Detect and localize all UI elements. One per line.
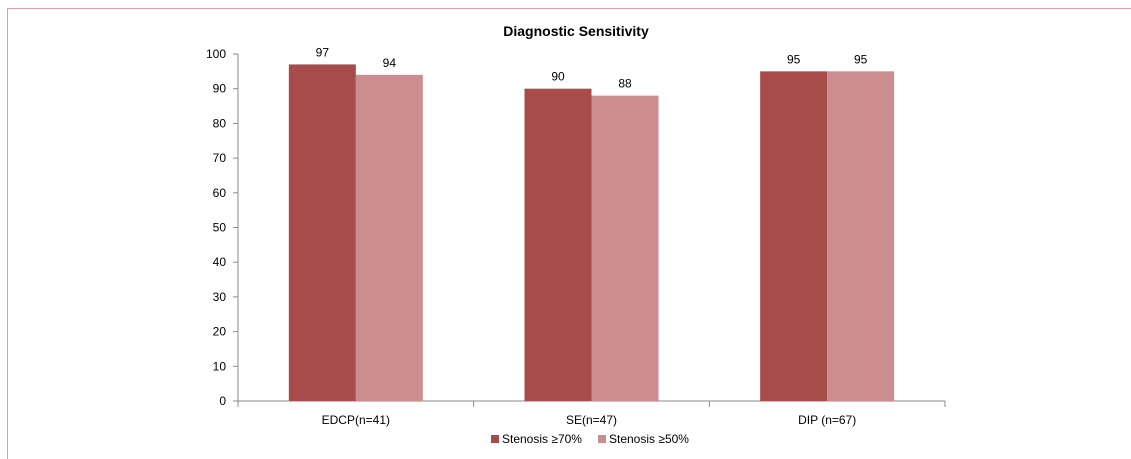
y-tick-label: 20 (213, 325, 227, 339)
bar (524, 88, 592, 401)
legend: Stenosis ≥70% Stenosis ≥50% (491, 432, 689, 446)
data-label: 95 (854, 52, 868, 66)
x-category-label: DIP (n=67) (798, 413, 856, 427)
legend-label: Stenosis ≥50% (609, 432, 689, 446)
y-tick-label: 80 (213, 116, 227, 130)
y-tick-label: 40 (213, 255, 227, 269)
legend-swatch (598, 435, 606, 443)
x-category-label: EDCP(n=41) (322, 413, 390, 427)
y-tick-label: 10 (213, 359, 227, 373)
y-tick-label: 90 (213, 82, 227, 96)
data-label: 95 (787, 52, 801, 66)
data-label: 90 (551, 70, 565, 84)
chart-title: Diagnostic Sensitivity (503, 23, 649, 39)
data-label: 88 (618, 77, 632, 91)
bar (355, 74, 423, 401)
legend-label: Stenosis ≥70% (502, 432, 582, 446)
y-tick-label: 70 (213, 151, 227, 165)
bar (288, 64, 356, 401)
bars: 97 94 90 88 95 95 (288, 45, 895, 401)
data-label: 94 (383, 56, 397, 70)
y-tick-label: 30 (213, 290, 227, 304)
bar (827, 71, 895, 401)
y-tick-label: 100 (206, 47, 226, 61)
y-tick-label: 60 (213, 186, 227, 200)
y-tick-label: 50 (213, 221, 227, 235)
y-tick-label: 0 (219, 394, 226, 408)
figure-frame (7, 8, 1131, 459)
x-category-label: SE(n=47) (566, 413, 617, 427)
bar (760, 71, 828, 401)
legend-swatch (491, 435, 499, 443)
data-label: 97 (316, 45, 330, 59)
bar (591, 95, 659, 401)
